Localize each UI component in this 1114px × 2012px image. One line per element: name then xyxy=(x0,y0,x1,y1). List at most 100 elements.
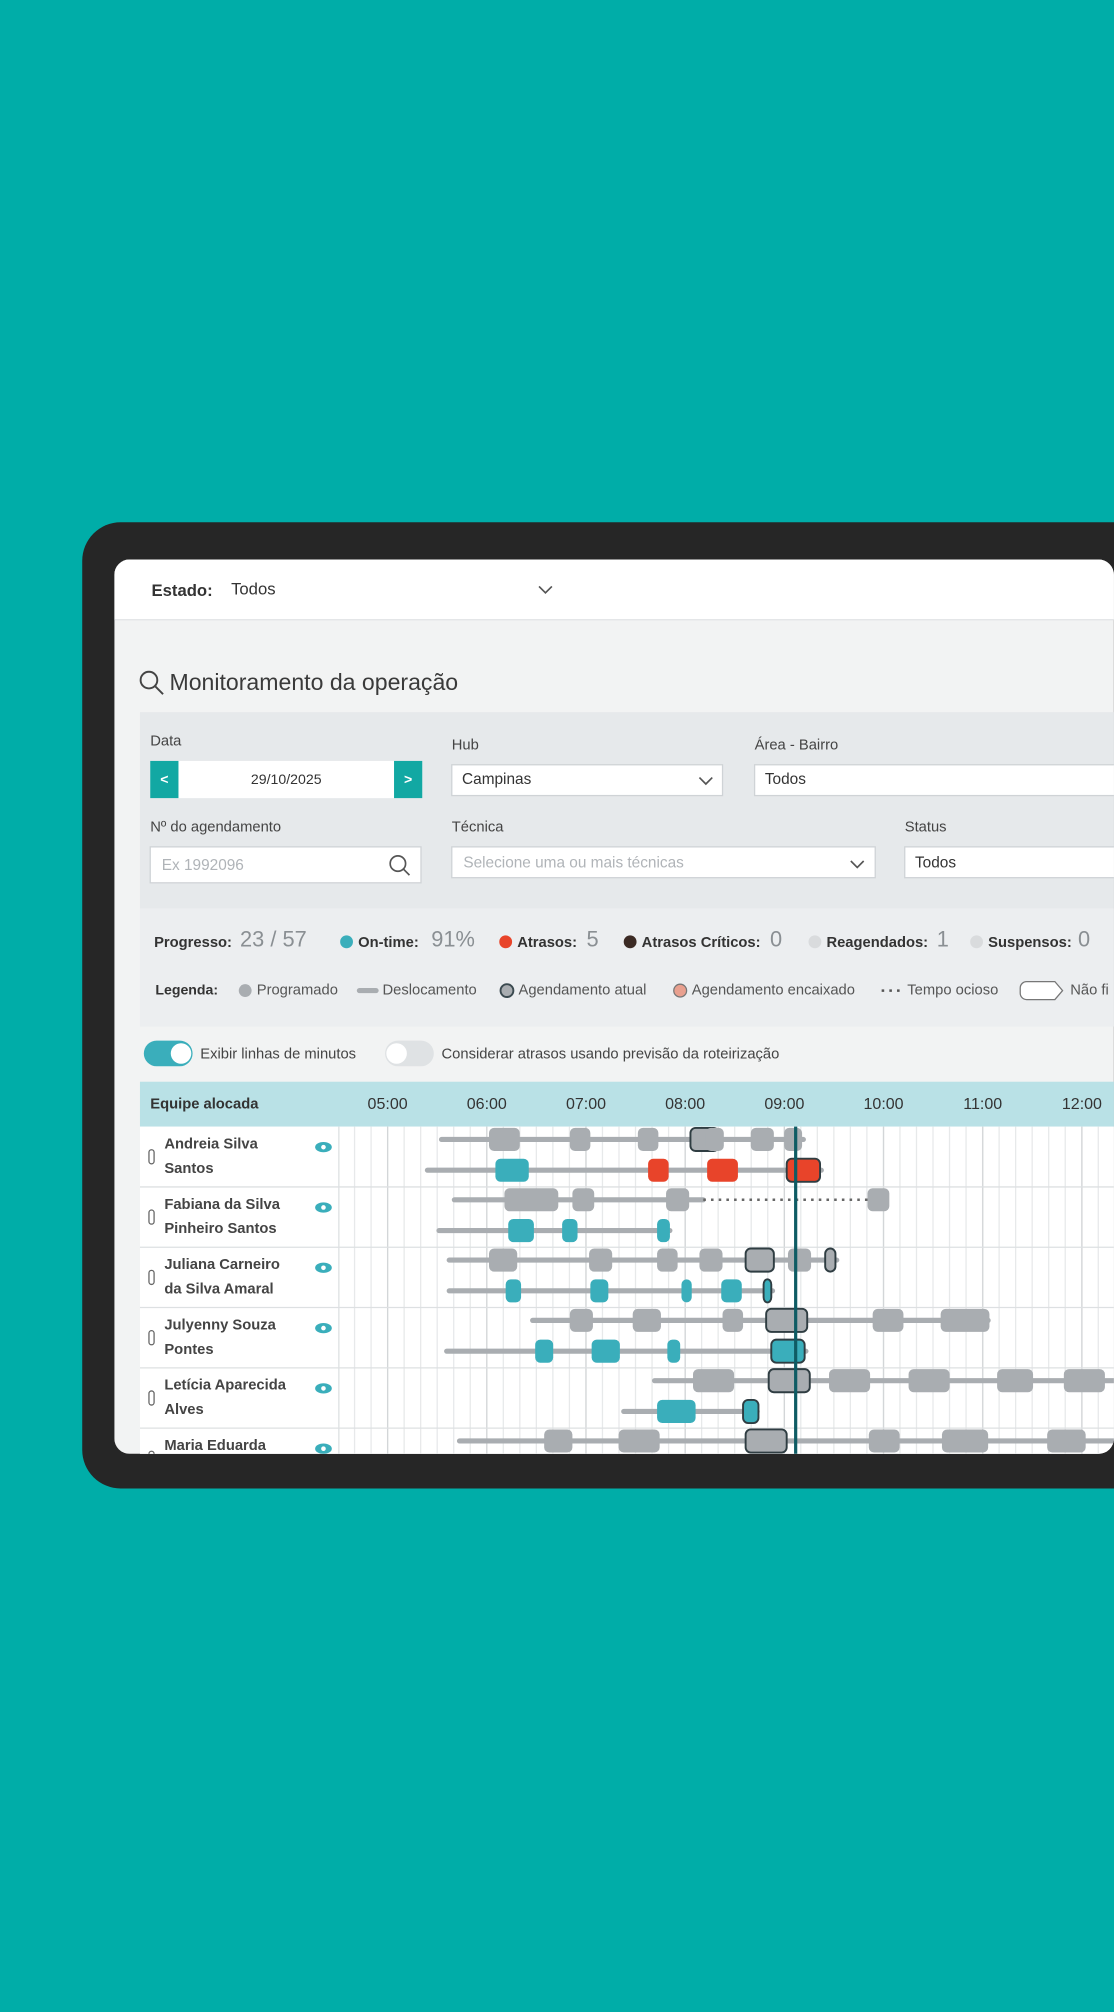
appointment[interactable] xyxy=(767,1368,811,1394)
hub-label: Hub xyxy=(452,737,479,753)
appointment[interactable] xyxy=(535,1339,554,1363)
appointment[interactable] xyxy=(868,1429,900,1453)
appointment[interactable] xyxy=(657,1399,696,1424)
appointment[interactable] xyxy=(721,1279,742,1303)
appointment[interactable] xyxy=(618,1429,660,1453)
appointment[interactable] xyxy=(657,1219,670,1243)
legend-item: Agendamento atual xyxy=(519,982,647,998)
tech-name: Maria Eduarda xyxy=(164,1438,266,1454)
appointment[interactable] xyxy=(693,1369,735,1393)
status-select[interactable] xyxy=(904,846,1114,879)
tech-name: Santos xyxy=(164,1161,213,1177)
appointment[interactable] xyxy=(829,1369,871,1393)
legend-swatch xyxy=(673,983,688,998)
appointment[interactable] xyxy=(666,1188,690,1212)
appointment[interactable] xyxy=(637,1127,659,1151)
appointment[interactable] xyxy=(707,1158,738,1182)
appointment[interactable] xyxy=(562,1219,578,1243)
search-icon xyxy=(139,670,159,690)
appointment[interactable] xyxy=(750,1127,774,1151)
appointment[interactable] xyxy=(765,1307,809,1333)
appointment[interactable] xyxy=(742,1398,760,1424)
appointment[interactable] xyxy=(744,1428,788,1454)
appointment[interactable] xyxy=(508,1219,534,1243)
appointment[interactable] xyxy=(785,1157,822,1183)
appointment[interactable] xyxy=(495,1158,529,1182)
stat-label: Progresso: xyxy=(154,935,232,951)
date-next[interactable] xyxy=(394,760,423,799)
legend-item: Tempo ocioso xyxy=(907,982,998,998)
stat-value: 91% xyxy=(431,926,475,951)
area-value: Todos xyxy=(765,771,806,788)
hour-label: 08:00 xyxy=(665,1095,705,1113)
appointment[interactable] xyxy=(699,1248,723,1272)
booking-input[interactable] xyxy=(149,846,422,884)
date-prev[interactable] xyxy=(150,760,179,799)
date-input[interactable] xyxy=(150,760,423,799)
appointment[interactable] xyxy=(722,1308,744,1332)
legend-item: Programado xyxy=(257,982,338,998)
hour-label: 09:00 xyxy=(764,1095,804,1113)
view-eye-pupil xyxy=(321,1386,326,1391)
state-label: Estado: xyxy=(152,581,213,600)
hour-label: 12:00 xyxy=(1062,1095,1102,1113)
appointment[interactable] xyxy=(632,1308,661,1332)
appointment[interactable] xyxy=(872,1308,904,1332)
appointment[interactable] xyxy=(787,1248,812,1272)
date-next-label: > xyxy=(404,771,412,787)
appointment[interactable] xyxy=(681,1279,692,1303)
appointment[interactable] xyxy=(940,1308,990,1332)
view-eye-pupil xyxy=(321,1325,326,1331)
appointment[interactable] xyxy=(648,1158,669,1182)
appointment[interactable] xyxy=(867,1188,890,1212)
appointment[interactable] xyxy=(569,1308,593,1332)
appointment[interactable] xyxy=(591,1339,620,1363)
tech-name: Letícia Aparecida xyxy=(164,1378,286,1394)
status-dot xyxy=(499,935,513,949)
appointment[interactable] xyxy=(572,1188,595,1212)
hour-label: 10:00 xyxy=(864,1095,904,1113)
view-eye-pupil xyxy=(321,1446,326,1452)
table-header xyxy=(139,1081,1114,1127)
appointment[interactable] xyxy=(590,1279,609,1303)
tech-icon xyxy=(148,1209,155,1225)
stat-value: 0 xyxy=(770,926,782,951)
appointment[interactable] xyxy=(505,1279,522,1303)
legend-label: Legenda: xyxy=(155,981,218,997)
appointment[interactable] xyxy=(667,1339,681,1363)
tech-label: Técnica xyxy=(452,820,504,836)
appointment[interactable] xyxy=(488,1127,520,1151)
area-select[interactable] xyxy=(753,764,1114,797)
status-label: Status xyxy=(905,820,947,836)
hub-value: Campinas xyxy=(462,771,532,788)
appointment[interactable] xyxy=(908,1369,950,1393)
appointment[interactable] xyxy=(1047,1429,1086,1453)
tech-icon xyxy=(148,1329,155,1346)
dropdown-arrow[interactable] xyxy=(538,585,553,595)
tech-icon xyxy=(148,1269,155,1286)
state-value[interactable]: Todos xyxy=(231,580,276,599)
appointment[interactable] xyxy=(997,1369,1034,1393)
appointment[interactable] xyxy=(784,1127,803,1151)
appointment[interactable] xyxy=(762,1278,773,1304)
appointment[interactable] xyxy=(941,1429,989,1453)
appointment[interactable] xyxy=(488,1248,518,1272)
appointment[interactable] xyxy=(744,1247,775,1273)
appointment[interactable] xyxy=(1063,1369,1105,1393)
appointment[interactable] xyxy=(544,1429,573,1453)
appointment[interactable] xyxy=(504,1188,559,1212)
tech-select[interactable] xyxy=(451,846,876,879)
status-value: Todos xyxy=(915,855,956,872)
appointment[interactable] xyxy=(569,1127,591,1151)
tech-name: Juliana Carneiro xyxy=(164,1257,280,1273)
hour-label: 07:00 xyxy=(566,1095,606,1113)
appointment[interactable] xyxy=(824,1247,837,1273)
appointment[interactable] xyxy=(705,1127,724,1151)
hub-select[interactable] xyxy=(451,764,724,797)
appointment[interactable] xyxy=(657,1248,678,1272)
appointment[interactable] xyxy=(589,1248,613,1272)
appointment[interactable] xyxy=(770,1338,806,1364)
legend-swatch xyxy=(499,983,515,998)
tech-name: Pontes xyxy=(164,1342,213,1358)
